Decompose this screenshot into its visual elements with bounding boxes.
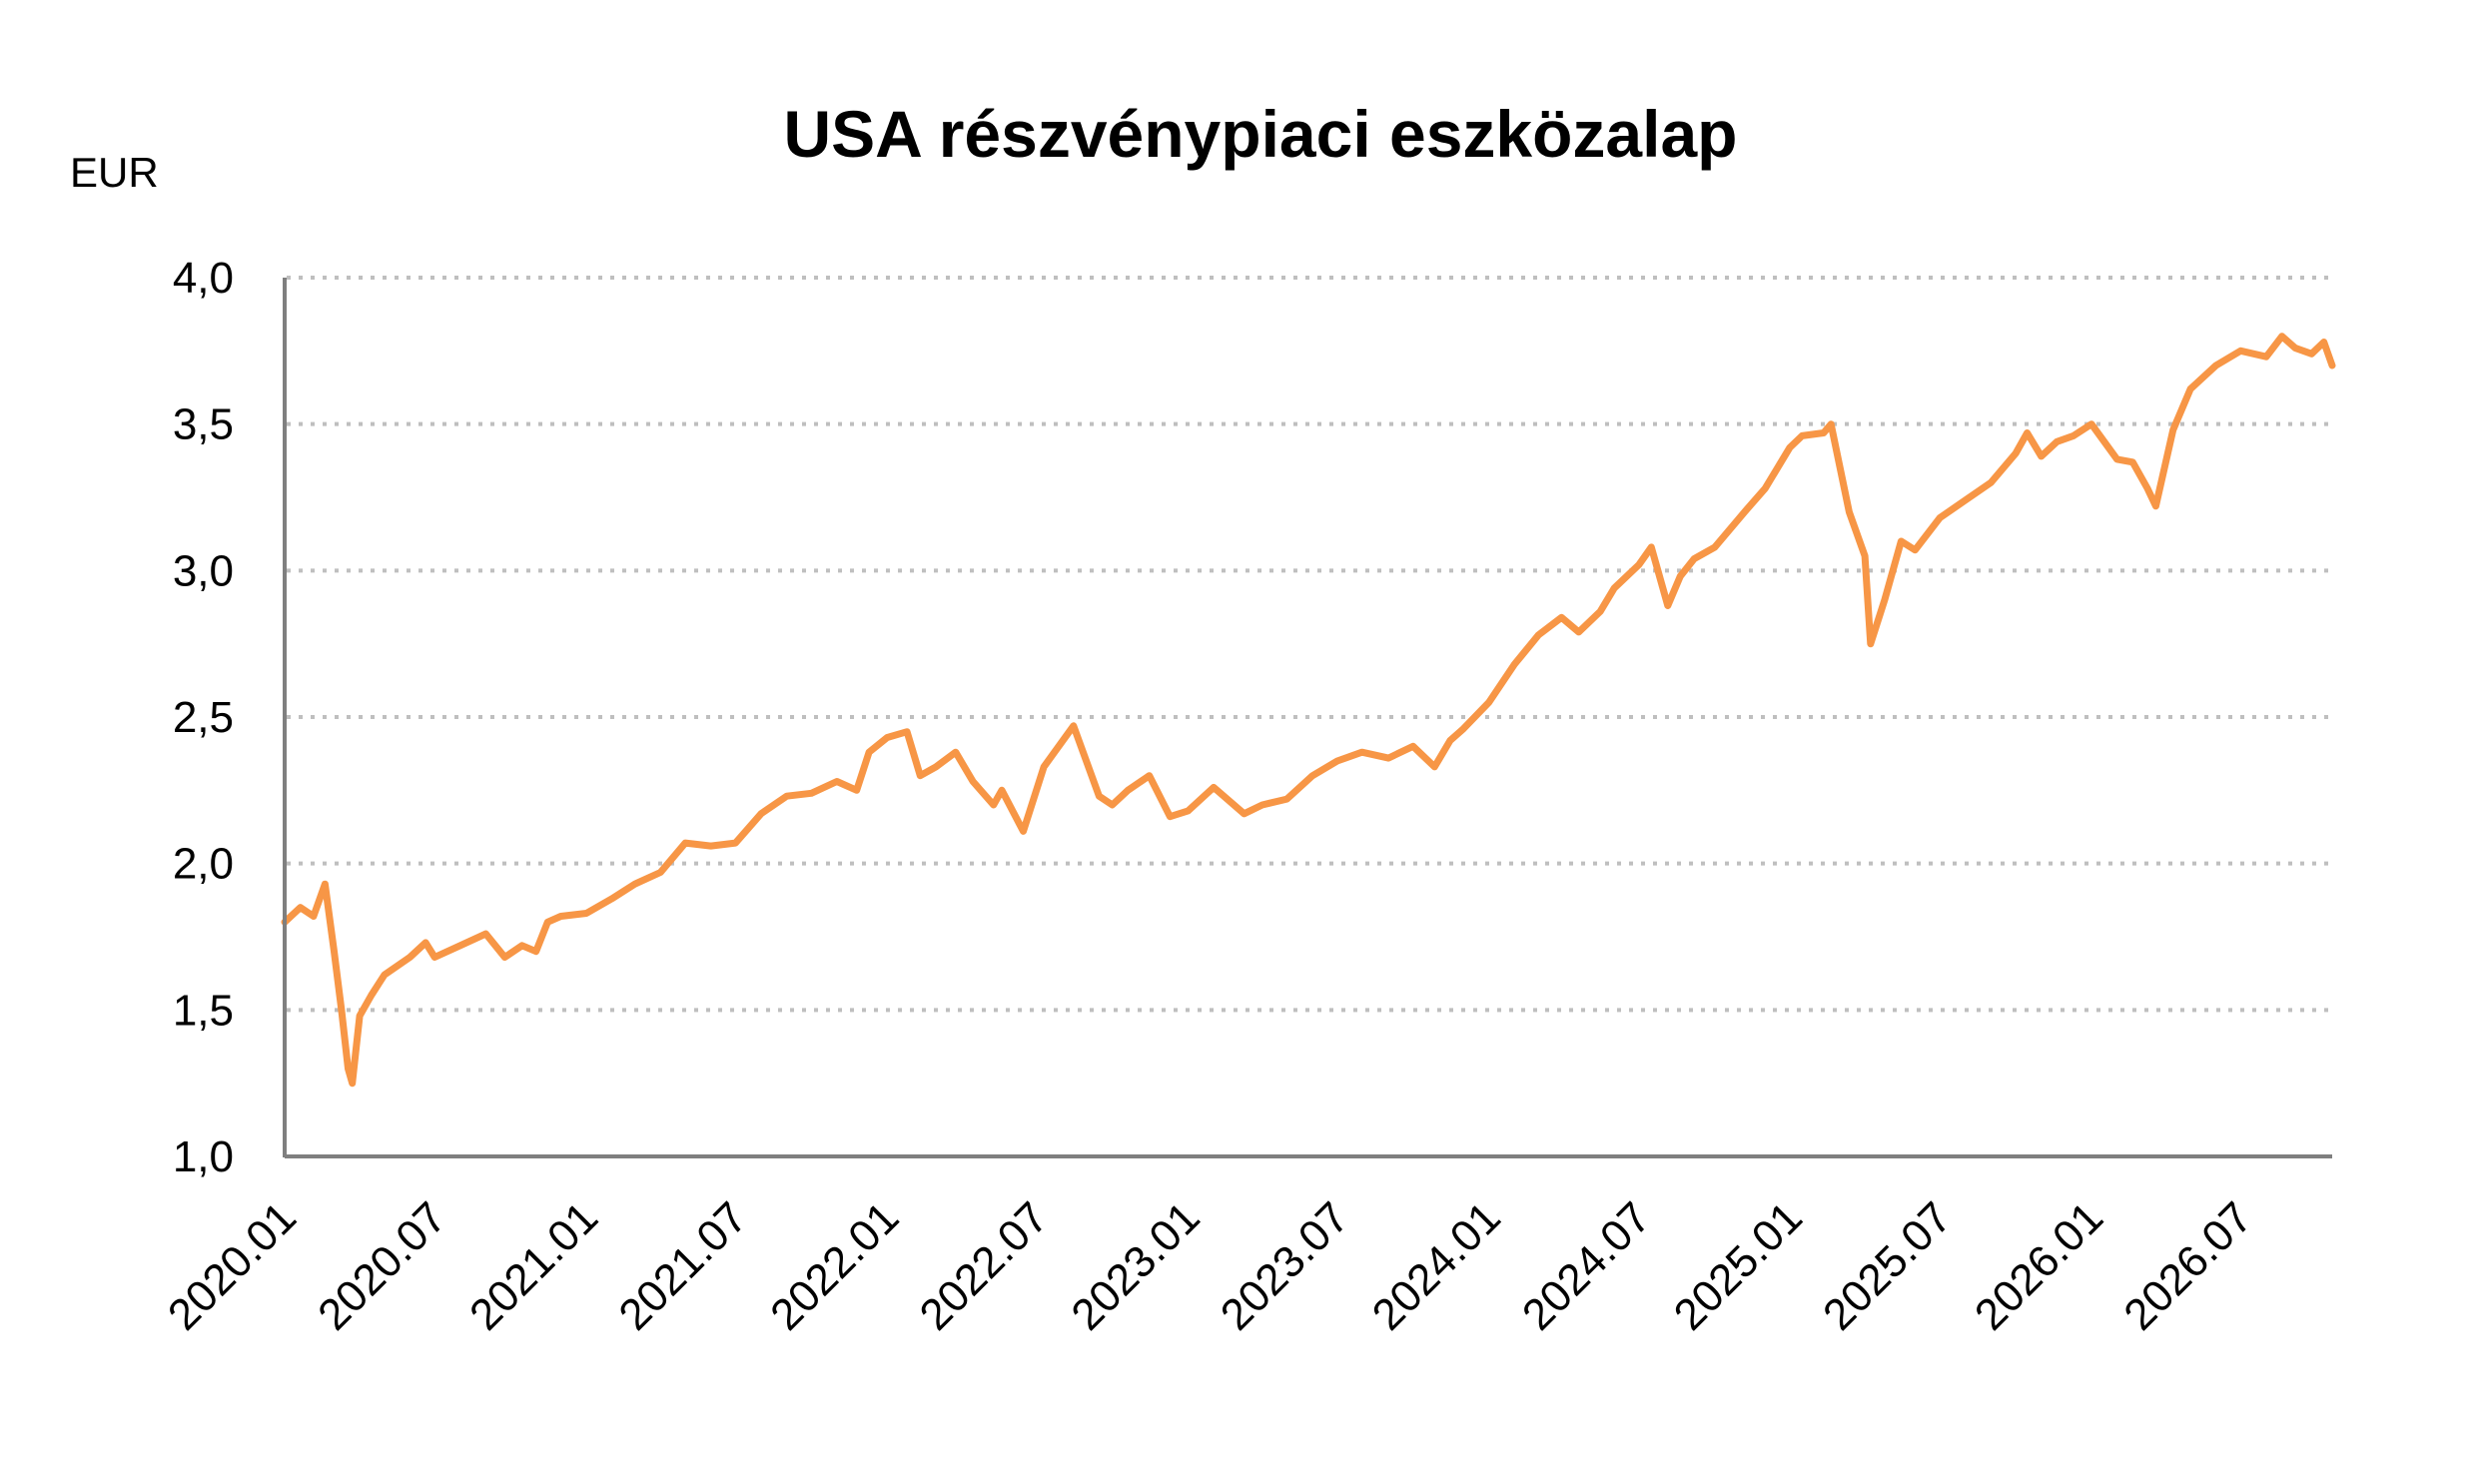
x-tick-label: 2024.01 [1363,1192,1510,1339]
y-axis-ticks: 1,0 1,5 2,0 2,5 3,0 3,5 4,0 [173,254,234,1181]
x-tick-label: 2022.01 [761,1192,908,1339]
x-tick-label: 2024.07 [1513,1192,1660,1339]
x-tick-label: 2026.01 [1966,1192,2112,1339]
y-axis-unit-label: EUR [70,149,159,196]
x-tick-label: 2026.07 [2114,1192,2261,1339]
gridlines [287,276,2332,1013]
y-tick-label: 1,0 [173,1132,234,1181]
x-tick-label: 2023.01 [1062,1192,1209,1339]
x-axis-ticks: 2020.01 2020.07 2021.01 2021.07 2022.01 2022.… [159,1192,2262,1339]
y-tick-label: 2,0 [173,840,234,889]
chart-title: USA részvénypiaci eszközalap [783,97,1737,171]
x-tick-label: 2020.07 [309,1192,455,1339]
series-layer [281,333,2336,1088]
x-tick-label: 2022.07 [911,1192,1058,1339]
y-tick-label: 3,0 [173,546,234,595]
x-tick-label: 2025.07 [1814,1192,1961,1339]
y-tick-label: 3,5 [173,400,234,449]
y-tick-label: 4,0 [173,254,234,303]
x-tick-label: 2021.07 [609,1192,756,1339]
x-tick-label: 2023.07 [1212,1192,1358,1339]
x-tick-label: 2020.01 [159,1192,306,1339]
y-tick-label: 1,5 [173,986,234,1035]
y-tick-label: 2,5 [173,693,234,742]
x-tick-label: 2025.01 [1665,1192,1812,1339]
series-line [281,333,2336,1088]
x-tick-label: 2021.01 [460,1192,607,1339]
